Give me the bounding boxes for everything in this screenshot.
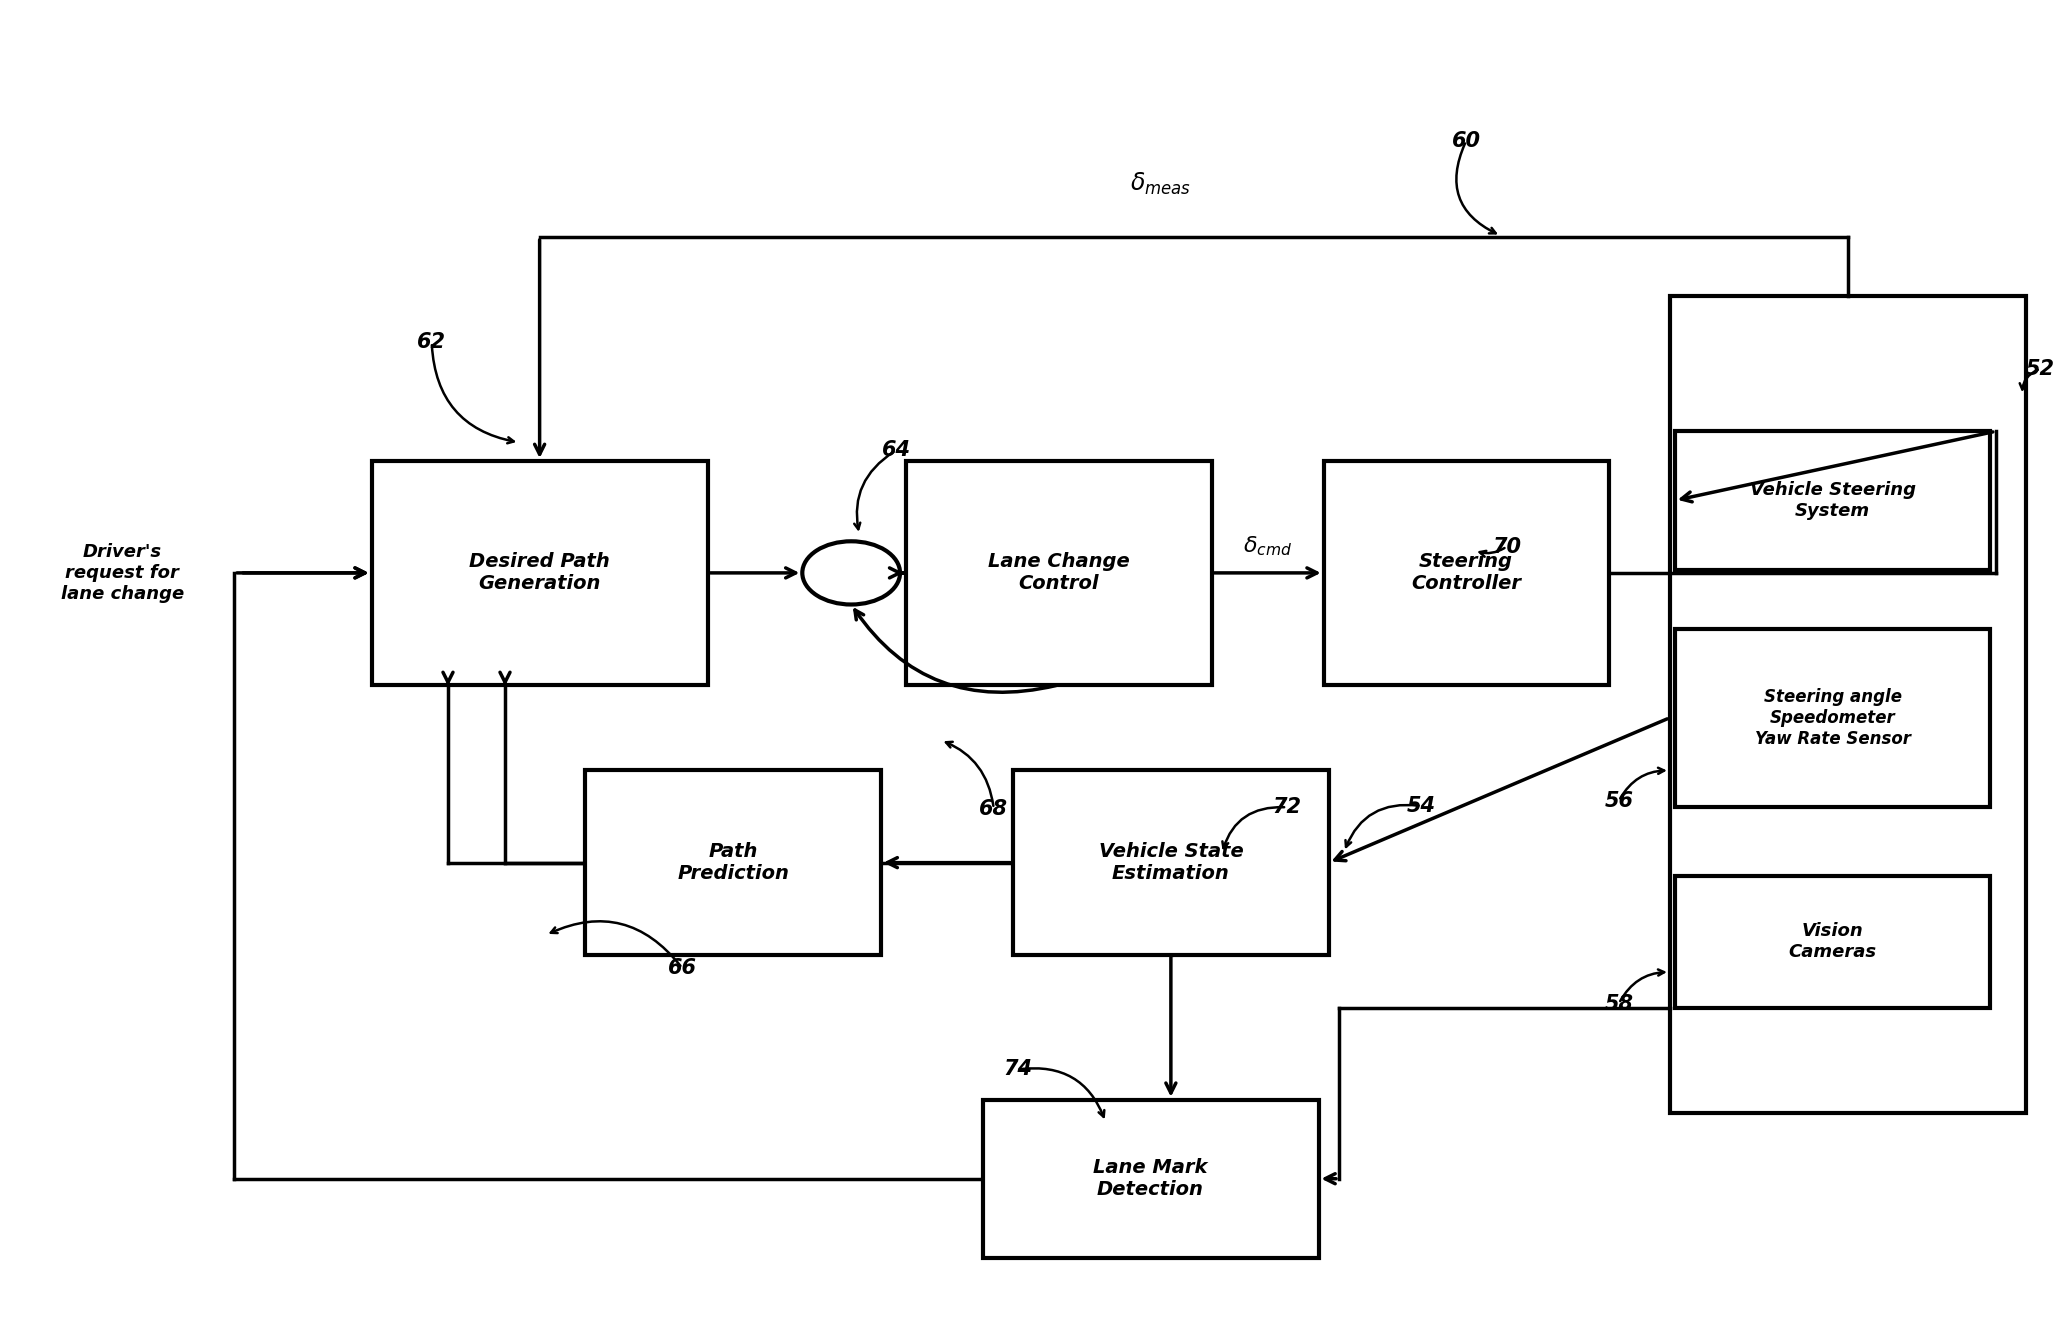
FancyBboxPatch shape bbox=[372, 461, 709, 685]
Text: Vision
Cameras: Vision Cameras bbox=[1789, 922, 1877, 961]
Text: Steering angle
Speedometer
Yaw Rate Sensor: Steering angle Speedometer Yaw Rate Sens… bbox=[1754, 687, 1910, 748]
Text: Lane Mark
Detection: Lane Mark Detection bbox=[1093, 1158, 1208, 1200]
Text: 74: 74 bbox=[1004, 1059, 1033, 1080]
Text: Desired Path
Generation: Desired Path Generation bbox=[468, 552, 610, 594]
Text: 60: 60 bbox=[1452, 130, 1481, 151]
Text: Path
Prediction: Path Prediction bbox=[678, 842, 789, 884]
FancyBboxPatch shape bbox=[982, 1100, 1319, 1258]
Text: Vehicle Steering
System: Vehicle Steering System bbox=[1750, 481, 1916, 520]
Text: 66: 66 bbox=[668, 957, 696, 979]
Text: 56: 56 bbox=[1604, 790, 1633, 811]
FancyBboxPatch shape bbox=[1674, 876, 1990, 1008]
Text: 64: 64 bbox=[881, 440, 910, 461]
Text: 52: 52 bbox=[2025, 358, 2054, 379]
Text: Lane Change
Control: Lane Change Control bbox=[988, 552, 1130, 594]
FancyBboxPatch shape bbox=[585, 770, 881, 955]
FancyBboxPatch shape bbox=[1674, 630, 1990, 806]
Text: 62: 62 bbox=[417, 332, 446, 353]
FancyBboxPatch shape bbox=[1013, 770, 1329, 955]
Text: $\delta_{cmd}$: $\delta_{cmd}$ bbox=[1243, 535, 1292, 558]
FancyBboxPatch shape bbox=[906, 461, 1212, 685]
Text: 58: 58 bbox=[1604, 993, 1633, 1014]
Text: Steering
Controller: Steering Controller bbox=[1411, 552, 1522, 594]
Text: 72: 72 bbox=[1271, 797, 1302, 818]
Text: $\delta_{meas}$: $\delta_{meas}$ bbox=[1130, 171, 1191, 198]
FancyBboxPatch shape bbox=[1323, 461, 1608, 685]
Text: 68: 68 bbox=[980, 798, 1009, 819]
Text: 70: 70 bbox=[1493, 536, 1522, 557]
Text: 54: 54 bbox=[1407, 795, 1436, 817]
Text: Driver's
request for
lane change: Driver's request for lane change bbox=[60, 543, 183, 603]
Circle shape bbox=[803, 541, 900, 605]
Text: Vehicle State
Estimation: Vehicle State Estimation bbox=[1099, 842, 1243, 884]
FancyBboxPatch shape bbox=[1674, 432, 1990, 569]
FancyBboxPatch shape bbox=[1670, 296, 2025, 1113]
